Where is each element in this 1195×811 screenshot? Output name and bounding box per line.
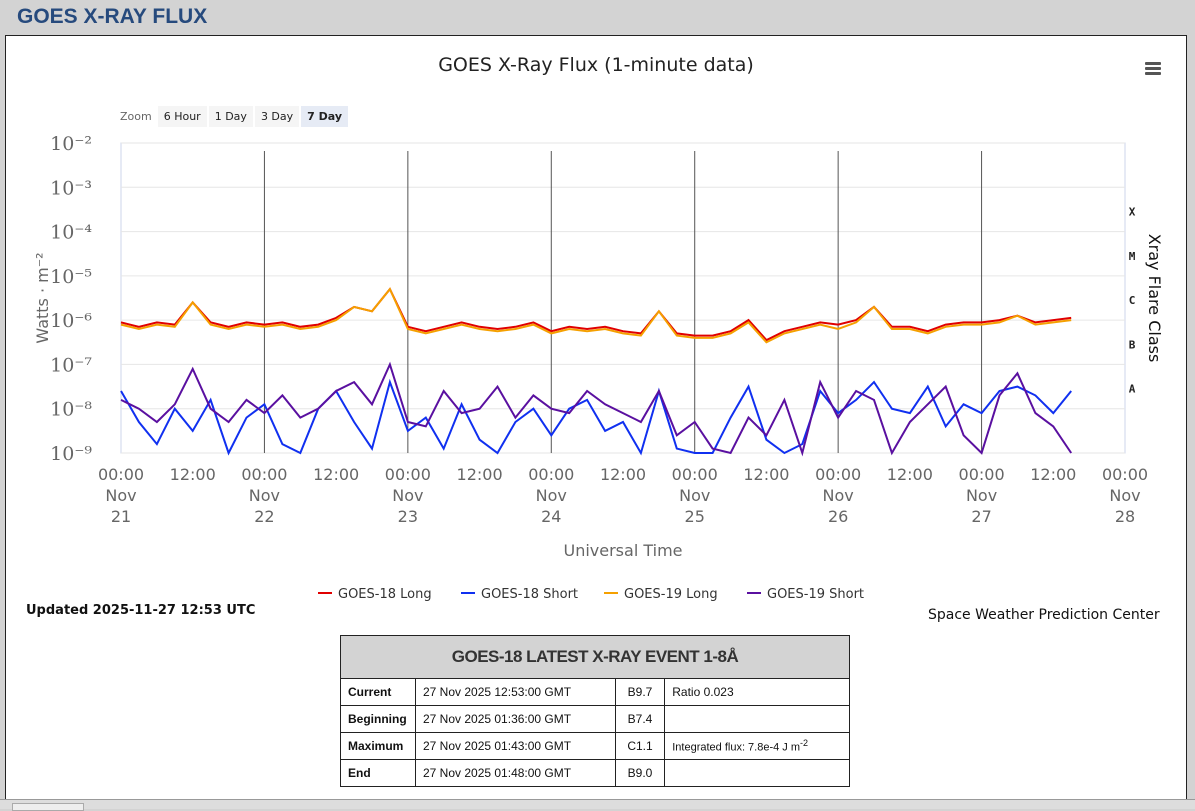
flare-class-label: A	[1129, 383, 1136, 396]
event-row-note	[664, 705, 850, 733]
x-axis-title: Universal Time	[563, 541, 682, 560]
tab[interactable]	[12, 803, 84, 811]
event-row-note: Ratio 0.023	[664, 678, 850, 706]
y-tick-label: 10⁻³	[50, 177, 92, 199]
event-table: GOES-18 LATEST X-RAY EVENT 1-8Å Current 2…	[340, 635, 850, 787]
legend-item: GOES-19 Long	[624, 587, 718, 602]
zoom-1-day-button[interactable]: 1 Day	[208, 106, 253, 127]
y-axis-title: Watts · m⁻²	[33, 252, 52, 343]
event-row-time: 27 Nov 2025 01:43:00 GMT	[415, 732, 616, 760]
event-row-time: 27 Nov 2025 01:36:00 GMT	[415, 705, 616, 733]
x-tick-label: Nov	[679, 486, 710, 505]
series-line-goes-18-short	[120, 378, 1072, 456]
x-tick-label: 12:00	[1030, 465, 1076, 484]
x-tick-label: 12:00	[887, 465, 933, 484]
x-tick-label: Nov	[823, 486, 854, 505]
flare-class-label: C	[1129, 294, 1136, 307]
y-tick-label: 10⁻⁹	[50, 443, 92, 465]
event-row-note	[664, 759, 850, 787]
event-row: End 27 Nov 2025 01:48:00 GMT B9.0	[340, 759, 850, 787]
x-tick-label: 28	[1115, 507, 1135, 526]
chart-panel: GOES X-Ray Flux (1-minute data) Zoom 6 H…	[5, 35, 1187, 802]
x-tick-label: Nov	[392, 486, 423, 505]
event-row-label: Beginning	[340, 705, 416, 733]
x-tick-label: 00:00	[1102, 465, 1148, 484]
legend-item: GOES-18 Short	[481, 587, 578, 602]
legend-item: GOES-19 Short	[767, 587, 864, 602]
event-row-label: Maximum	[340, 732, 416, 760]
y-tick-label: 10⁻²	[50, 133, 92, 155]
zoom-3-day-button[interactable]: 3 Day	[254, 106, 300, 127]
x-tick-label: Nov	[249, 486, 280, 505]
event-row-class: B9.7	[614, 678, 666, 706]
chart-menu-icon[interactable]	[1145, 60, 1161, 77]
x-tick-label: 00:00	[528, 465, 574, 484]
x-tick-label: 00:00	[98, 465, 144, 484]
x-tick-label: Nov	[966, 486, 997, 505]
x-tick-label: 00:00	[385, 465, 431, 484]
x-tick-label: Nov	[1109, 486, 1140, 505]
event-row-time: 27 Nov 2025 01:48:00 GMT	[415, 759, 616, 787]
event-row: Maximum 27 Nov 2025 01:43:00 GMT C1.1 Integ…	[340, 732, 850, 760]
x-tick-label: 25	[685, 507, 705, 526]
series-line-goes-19-long	[120, 287, 1072, 344]
zoom-label: Zoom	[120, 110, 152, 123]
x-tick-label: 22	[254, 507, 274, 526]
event-row-label: Current	[340, 678, 416, 706]
event-row-class: B7.4	[614, 705, 666, 733]
event-row-note: Integrated flux: 7.8e-4 J m-2	[664, 732, 850, 760]
x-tick-label: 00:00	[959, 465, 1005, 484]
flare-class-label: B	[1129, 338, 1136, 351]
x-tick-label: 27	[971, 507, 991, 526]
x-tick-label: 21	[111, 507, 131, 526]
series-line-goes-19-short	[120, 361, 1073, 457]
credit-text: Space Weather Prediction Center	[928, 607, 1160, 623]
x-tick-label: Nov	[105, 486, 136, 505]
y-tick-label: 10⁻⁸	[50, 399, 92, 421]
event-row-class: C1.1	[614, 732, 666, 760]
x-tick-label: 26	[828, 507, 848, 526]
x-tick-label: 23	[398, 507, 418, 526]
event-row-label: End	[340, 759, 416, 787]
x-tick-label: Nov	[536, 486, 567, 505]
zoom-7-day-button[interactable]: 7 Day	[301, 106, 349, 127]
y-tick-label: 10⁻⁵	[50, 266, 92, 288]
zoom-6-hour-button[interactable]: 6 Hour	[157, 106, 207, 127]
y-tick-label: 10⁻⁴	[50, 222, 92, 244]
event-row-time: 27 Nov 2025 12:53:00 GMT	[415, 678, 616, 706]
page-header-title: GOES X-RAY FLUX	[17, 5, 208, 28]
event-row-class: B9.0	[614, 759, 666, 787]
flare-class-label: X	[1129, 206, 1136, 219]
updated-timestamp: Updated 2025-11-27 12:53 UTC	[26, 603, 256, 618]
chart-title: GOES X-Ray Flux (1-minute data)	[438, 54, 754, 76]
x-tick-label: 00:00	[815, 465, 861, 484]
chart-svg: 10⁻⁹ 10⁻⁸ 10⁻⁷ 10⁻⁶ 10⁻⁵ 10⁻⁴ 10⁻³ 10⁻² 00:00 Nov…	[33, 133, 1164, 602]
x-tick-label: 00:00	[241, 465, 287, 484]
x-tick-label: 12:00	[600, 465, 646, 484]
event-row: Beginning 27 Nov 2025 01:36:00 GMT B7.4	[340, 705, 850, 733]
x-tick-label: 12:00	[170, 465, 216, 484]
y-tick-label: 10⁻⁶	[50, 310, 92, 332]
x-tick-label: 12:00	[457, 465, 503, 484]
y-tick-label: 10⁻⁷	[50, 354, 92, 376]
event-row: Current 27 Nov 2025 12:53:00 GMT B9.7 Ratio…	[340, 678, 850, 706]
x-tick-label: 12:00	[313, 465, 359, 484]
x-tick-label: 24	[541, 507, 561, 526]
legend-item: GOES-18 Long	[338, 587, 432, 602]
event-table-title: GOES-18 LATEST X-RAY EVENT 1-8Å	[340, 635, 850, 679]
flare-class-label: M	[1129, 250, 1136, 263]
x-tick-label: 12:00	[743, 465, 789, 484]
series-line-goes-18-long	[120, 287, 1072, 342]
zoom-selector: Zoom 6 Hour 1 Day 3 Day 7 Day	[120, 106, 349, 127]
y2-axis-title: Xray Flare Class	[1145, 234, 1164, 363]
x-tick-label: 00:00	[672, 465, 718, 484]
